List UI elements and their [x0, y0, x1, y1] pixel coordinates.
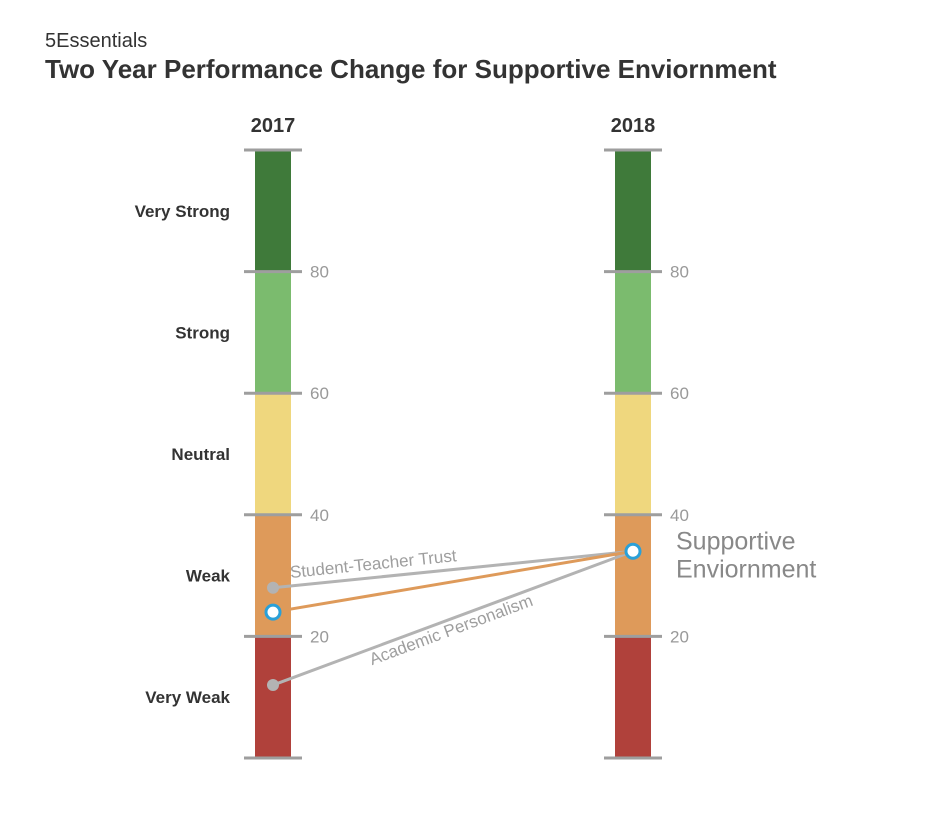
main-series-label: SupportiveEnviornment: [676, 527, 816, 583]
tick-label: 60: [670, 384, 689, 403]
main-series-marker: [626, 544, 640, 558]
year-label-left: 2017: [251, 115, 296, 137]
series-label: Academic Personalism: [367, 591, 536, 669]
band-label: Weak: [186, 567, 231, 586]
tick-label: 80: [670, 263, 689, 282]
year-label-right: 2018: [611, 115, 656, 137]
band-label: Neutral: [171, 445, 230, 464]
tick-label: 40: [310, 506, 329, 525]
main-series-marker: [266, 605, 280, 619]
band-label: Very Strong: [135, 202, 230, 221]
tick-label: 40: [670, 506, 689, 525]
tick-label: 60: [310, 384, 329, 403]
band-label: Strong: [175, 323, 230, 342]
tick-label: 20: [670, 627, 689, 646]
tick-label: 20: [310, 627, 329, 646]
scale-bar-right: [615, 150, 651, 758]
series-marker: [267, 679, 279, 691]
series-marker: [267, 582, 279, 594]
chart-svg: 2017 2018 20 20 40 40 60 60 80 80 Very Strong Stron…: [0, 0, 930, 832]
performance-slope-chart: 5Essentials Two Year Performance Change …: [0, 0, 930, 832]
band-label: Very Weak: [145, 688, 230, 707]
tick-label: 80: [310, 263, 329, 282]
scale-bar-left: [255, 150, 291, 758]
